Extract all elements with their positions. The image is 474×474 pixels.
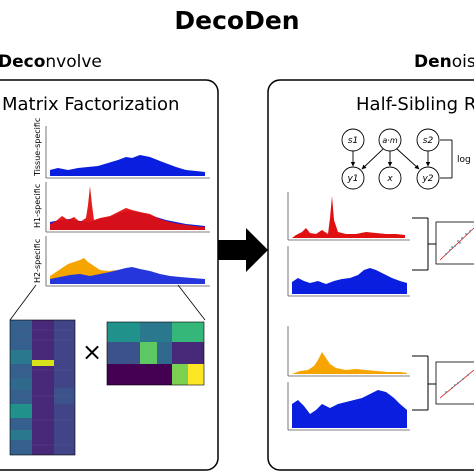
zoom-line-left [9, 284, 37, 321]
track-axes [45, 126, 210, 287]
node-am-label: a·m [382, 136, 397, 145]
scatter-thumb-2 [435, 361, 474, 405]
track-h2-blue [50, 267, 205, 284]
node-s1-label: s1 [348, 136, 358, 146]
right-panel [267, 79, 474, 471]
right-plot-axes [287, 192, 410, 431]
track-h1-red [50, 186, 205, 230]
multiply-symbol: × [82, 338, 103, 366]
right-red-signal [292, 196, 405, 238]
matrix-h [106, 321, 205, 386]
matrix-w [9, 319, 76, 456]
right-orange-signal [292, 352, 407, 374]
denoise-header-rest: ois [451, 52, 474, 72]
figure-title: DecoDen [174, 6, 300, 35]
right-blue-signal-2 [292, 390, 407, 428]
node-y2 [416, 166, 440, 190]
node-y2-label: y2 [421, 174, 433, 184]
zoom-line-right [177, 284, 206, 321]
deconvolve-header: Deconvolve [0, 52, 102, 72]
deconvolve-header-bold: Deco [0, 52, 46, 72]
graphical-model [341, 128, 453, 190]
node-y1 [341, 166, 365, 190]
track-label-h1: H1-specific [33, 184, 42, 228]
right-blue-signal-1 [292, 268, 407, 294]
node-y1-label: y1 [346, 174, 358, 184]
graph-side-text: log [457, 155, 471, 165]
track-label-h2: H2-specific [33, 239, 42, 283]
left-panel [0, 79, 219, 471]
deconvolve-header-rest: nvolve [45, 52, 102, 72]
scatter-thumb-1 [435, 221, 474, 265]
half-sibling-title: Half-Sibling R [356, 94, 474, 115]
pipeline-arrow [218, 228, 268, 272]
track-tissue-signal [50, 155, 205, 176]
matrix-factorization-title: Matrix Factorization [2, 94, 180, 115]
denoise-header: Denois [414, 52, 474, 72]
node-x [378, 166, 402, 190]
track-label-tissue: Tissue-specific [33, 118, 42, 177]
node-s2-label: s2 [423, 136, 434, 146]
brackets [412, 217, 436, 411]
denoise-header-bold: Den [414, 52, 452, 72]
node-x-label: x [386, 174, 393, 184]
